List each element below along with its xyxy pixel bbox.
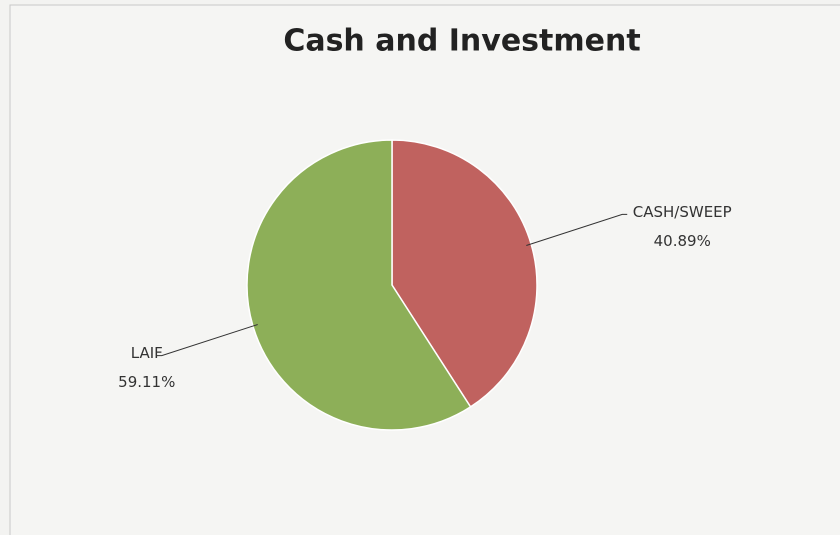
- slice-label: LAIF: [131, 344, 163, 362]
- leader-line: [156, 324, 258, 357]
- slice-value-label: 59.11%: [118, 373, 175, 391]
- chart-title: Cash and Investment: [283, 24, 640, 59]
- slice-value-label: 40.89%: [654, 232, 711, 250]
- leader-line: [526, 213, 628, 246]
- slice-label: CASH/SWEEP: [633, 203, 732, 221]
